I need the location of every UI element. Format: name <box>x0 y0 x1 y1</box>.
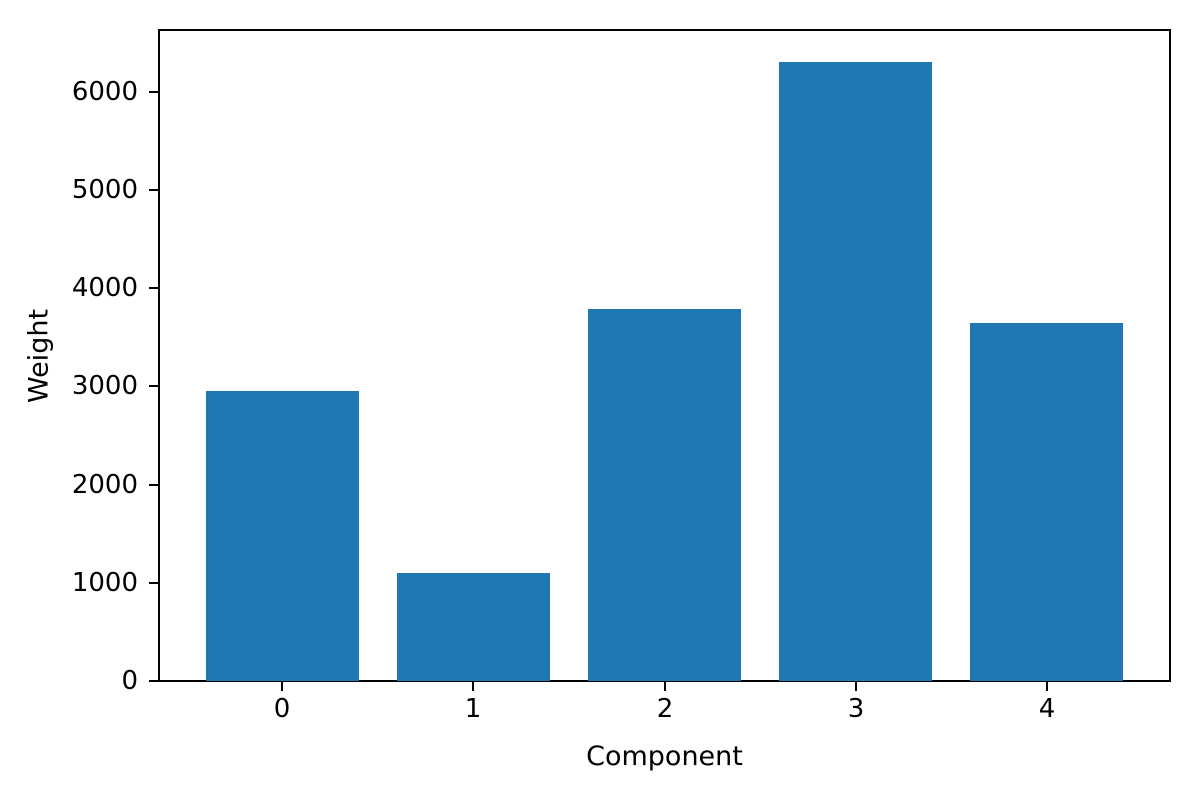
bar-component-4 <box>970 323 1124 681</box>
bar-component-2 <box>588 309 741 681</box>
y-tick-label: 0 <box>121 666 138 696</box>
y-tick-mark <box>149 91 158 93</box>
y-tick-label: 4000 <box>71 273 138 303</box>
x-tick-mark <box>664 682 666 691</box>
x-tick-mark <box>472 682 474 691</box>
y-tick-mark <box>149 484 158 486</box>
y-tick-mark <box>149 680 158 682</box>
y-tick-mark <box>149 582 158 584</box>
x-tick-mark <box>855 682 857 691</box>
y-tick-label: 3000 <box>71 371 138 401</box>
x-axis-title: Component <box>586 741 743 772</box>
x-tick-label: 2 <box>656 694 674 724</box>
y-tick-mark <box>149 287 158 289</box>
x-tick-label: 0 <box>273 694 291 724</box>
bar-component-1 <box>397 573 550 681</box>
y-tick-label: 2000 <box>71 470 138 500</box>
x-tick-label: 4 <box>1038 694 1056 724</box>
x-tick-label: 1 <box>464 694 482 724</box>
x-tick-mark <box>1046 682 1048 691</box>
bar-component-0 <box>205 391 359 681</box>
y-tick-mark <box>149 385 158 387</box>
x-tick-mark <box>281 682 283 691</box>
y-tick-label: 6000 <box>71 77 138 107</box>
y-tick-label: 5000 <box>71 175 138 205</box>
bar-component-3 <box>779 62 933 681</box>
y-tick-mark <box>149 189 158 191</box>
x-tick-label: 3 <box>847 694 865 724</box>
y-axis-title: Weight <box>23 308 55 404</box>
y-tick-label: 1000 <box>71 568 138 598</box>
